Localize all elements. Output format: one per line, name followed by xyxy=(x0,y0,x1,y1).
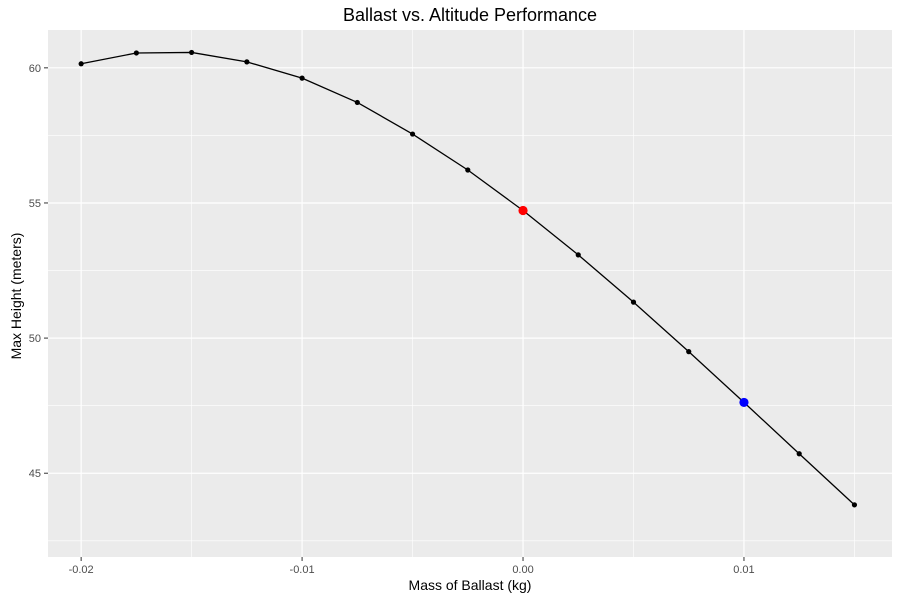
data-point xyxy=(686,349,692,355)
data-point xyxy=(244,59,250,65)
x-tick-label: -0.01 xyxy=(290,564,315,576)
x-axis-ticks: -0.02 -0.01 0.00 0.01 xyxy=(69,557,755,576)
highlight-point xyxy=(518,205,528,216)
data-point xyxy=(189,49,195,56)
y-tick-label: 60 xyxy=(29,63,41,75)
data-point xyxy=(354,99,360,106)
x-tick-label: -0.02 xyxy=(69,564,94,576)
chart-title: Ballast vs. Altitude Performance xyxy=(343,5,597,25)
highlight-point xyxy=(739,397,749,408)
data-point xyxy=(78,61,84,67)
data-point xyxy=(796,451,802,457)
data-point xyxy=(575,252,581,258)
highlight-points xyxy=(518,205,749,408)
data-point xyxy=(465,167,471,173)
major-gridlines xyxy=(48,30,892,557)
y-tick-label: 45 xyxy=(29,468,41,480)
minor-gridlines xyxy=(48,30,892,557)
plot-panel xyxy=(48,30,892,557)
y-axis-title: Max Height (meters) xyxy=(8,233,24,360)
data-point xyxy=(409,131,416,137)
data-point xyxy=(299,75,305,81)
data-point xyxy=(851,502,858,508)
data-point xyxy=(630,299,637,305)
x-tick-label: 0.01 xyxy=(733,564,754,576)
x-axis-title: Mass of Ballast (kg) xyxy=(409,577,532,593)
y-axis-ticks: 45 50 55 60 xyxy=(29,63,48,480)
y-tick-label: 55 xyxy=(29,198,41,210)
x-tick-label: 0.00 xyxy=(512,564,533,576)
data-point xyxy=(133,50,139,56)
y-tick-label: 50 xyxy=(29,333,41,345)
